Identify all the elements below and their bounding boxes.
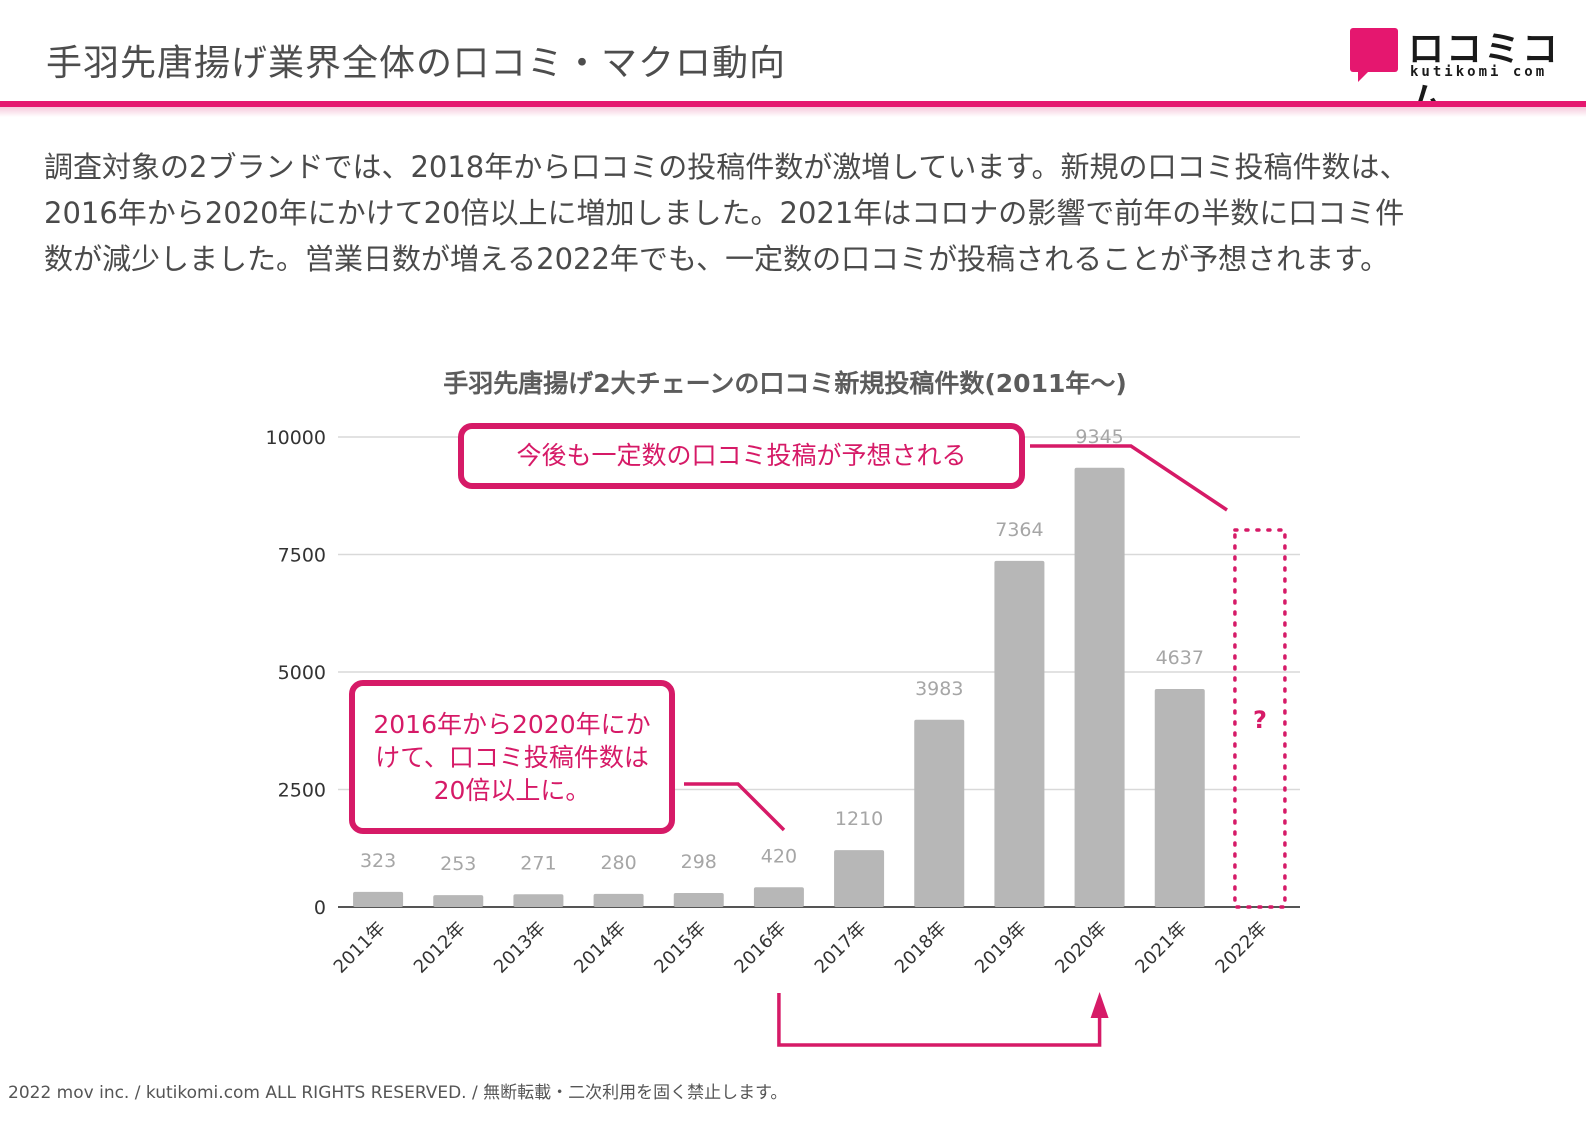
growth-callout-line: 20倍以上に。 (433, 776, 591, 805)
bar (433, 895, 484, 907)
annotations: ? (684, 444, 1287, 1047)
data-label: 9345 (1075, 426, 1123, 448)
lead-line: 調査対象の2ブランドでは、2018年から口コミの投稿件数が激増しています。新規の… (44, 150, 1409, 184)
speech-bubble-icon (1350, 28, 1398, 72)
arrow-up-icon (1090, 992, 1109, 1018)
y-tick-label: 7500 (278, 545, 326, 567)
speech-bubble-tail (1358, 70, 1370, 82)
data-labels: 323 253 271 280 298 420 1210 3983 7364 9345 4637 (360, 426, 1204, 875)
x-tick-label: 2019年 (971, 918, 1031, 978)
bar (994, 560, 1045, 907)
lead-paragraph: 調査対象の2ブランドでは、2018年から口コミの投稿件数が激増しています。新規の… (44, 144, 1524, 282)
logo-wordmark-en: kutikomi com (1410, 64, 1548, 80)
x-tick-label: 2017年 (811, 918, 871, 978)
data-label: 280 (600, 852, 636, 874)
bar (593, 893, 644, 907)
x-tick-label: 2012年 (410, 918, 470, 978)
page-title: 手羽先唐揚げ業界全体の口コミ・マクロ動向 (46, 43, 787, 84)
x-tick-label: 2015年 (650, 918, 710, 978)
bar (353, 891, 404, 907)
data-label: 298 (681, 851, 717, 873)
data-label: 7364 (995, 519, 1043, 541)
x-tick-label: 2011年 (330, 918, 390, 978)
header-divider-shadow (0, 107, 1586, 117)
growth-callout-line: けて、口コミ投稿件数は (375, 743, 649, 772)
x-tick-label: 2018年 (891, 918, 951, 978)
bar (673, 892, 724, 907)
bar (1074, 467, 1125, 907)
header-divider (0, 101, 1586, 107)
bar (513, 894, 564, 907)
copyright-footer: 2022 mov inc. / kutikomi.com ALL RIGHTS … (8, 1083, 788, 1103)
bar (1154, 689, 1205, 907)
bar (753, 887, 804, 907)
x-tick-label: 2021年 (1131, 918, 1191, 978)
forecast-placeholder-bar (1233, 528, 1287, 909)
growth-callout-line: 2016年から2020年にか (373, 710, 651, 739)
lead-line: 2016年から2020年にかけて20倍以上に増加しました。2021年はコロナの影… (44, 196, 1405, 230)
y-tick-label: 10000 (266, 427, 326, 449)
x-tick-label: 2014年 (570, 918, 630, 978)
forecast-leader-line (1030, 444, 1228, 512)
data-label: 1210 (835, 808, 883, 830)
growth-callout: 2016年から2020年にか けて、口コミ投稿件数は 20倍以上に。 (349, 680, 675, 834)
bars (353, 467, 1205, 907)
growth-leader-line (684, 782, 786, 832)
y-tick-label: 0 (314, 897, 326, 919)
y-tick-label: 2500 (278, 780, 326, 802)
lead-line: 数が減少しました。営業日数が増える2022年でも、一定数の口コミが投稿されること… (44, 242, 1390, 276)
x-tick-label: 2020年 (1051, 918, 1111, 978)
bar (834, 850, 885, 907)
forecast-callout: 今後も一定数の口コミ投稿が予想される (458, 423, 1025, 489)
bar (914, 719, 965, 907)
x-tick-label: 2016年 (730, 918, 790, 978)
data-label: 253 (440, 853, 476, 875)
y-tick-label: 5000 (278, 662, 326, 684)
x-tick-label: 2022年 (1211, 918, 1271, 978)
comparison-bracket (777, 993, 1102, 1047)
forecast-question-mark: ? (1253, 706, 1267, 734)
data-label: 271 (520, 852, 556, 874)
y-axis-ticks: 0 2500 5000 7500 10000 (266, 427, 326, 919)
chart-title: 手羽先唐揚げ2大チェーンの口コミ新規投稿件数(2011年～) (443, 369, 1127, 398)
data-label: 3983 (915, 678, 963, 700)
data-label: 323 (360, 850, 396, 872)
x-axis-ticks: 2011年 2012年 2013年 2014年 2015年 2016年 2017年 2018年… (330, 918, 1272, 978)
data-label: 420 (761, 845, 797, 867)
x-tick-label: 2013年 (490, 918, 550, 978)
data-label: 4637 (1156, 647, 1204, 669)
